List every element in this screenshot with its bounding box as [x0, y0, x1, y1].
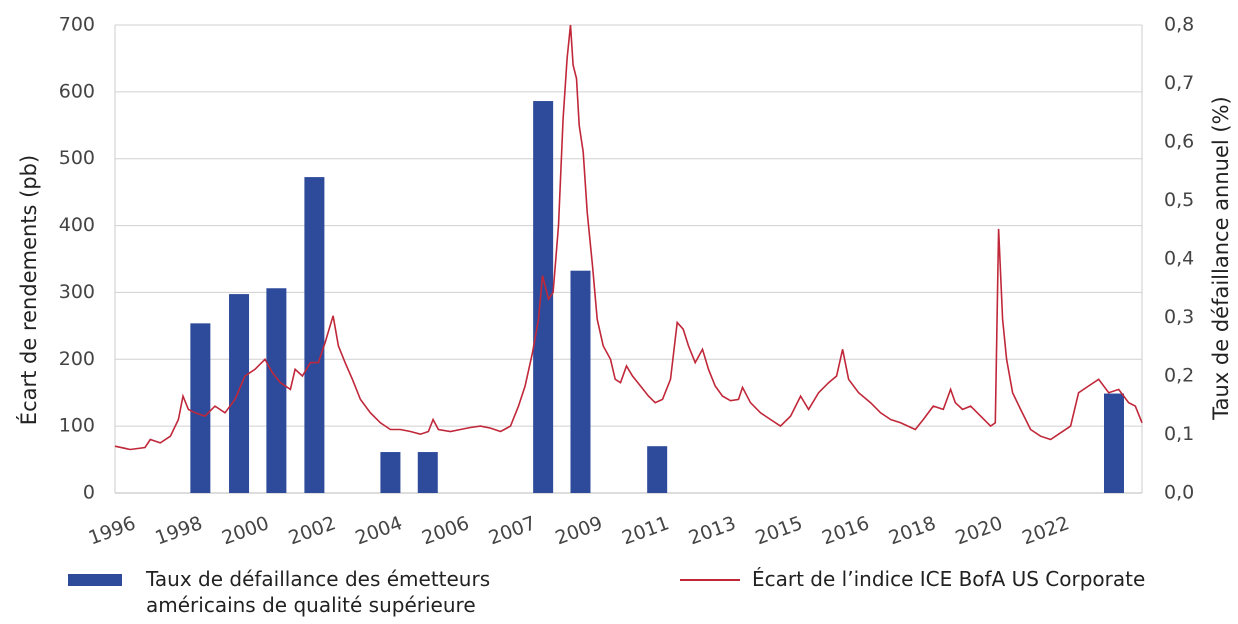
x-tick-label: 2011 [619, 512, 672, 549]
bar [380, 452, 401, 493]
y-tick-label: 700 [59, 14, 95, 36]
bar [570, 270, 591, 493]
x-tick-label: 2015 [753, 512, 806, 549]
y2-tick-label: 0,0 [1164, 482, 1194, 504]
y-axis-title: Écart de rendements (pb) [16, 155, 41, 425]
x-tick-label: 1996 [86, 512, 139, 549]
y-tick-label: 500 [59, 147, 95, 169]
x-tick-label: 2016 [819, 512, 872, 549]
y2-tick-label: 0,2 [1164, 365, 1194, 387]
bar [647, 446, 668, 493]
bar [417, 452, 438, 493]
y2-tick-label: 0,6 [1164, 131, 1194, 153]
y2-tick-label: 0,4 [1164, 248, 1194, 270]
bar [190, 323, 211, 493]
y-tick-label: 200 [59, 348, 95, 370]
bar [533, 101, 554, 494]
x-tick-label: 2020 [953, 512, 1006, 549]
y2-axis-title: Taux de défaillance annuel (%) [1209, 96, 1233, 420]
y2-tick-label: 0,5 [1164, 189, 1194, 211]
line [114, 24, 1143, 451]
legend-label: Écart de l’indice ICE BofA US Corporate [752, 567, 1146, 591]
y-tick-label: 400 [59, 214, 95, 236]
legend-swatch [680, 579, 740, 581]
bar [266, 288, 287, 493]
y-tick-label: 600 [59, 80, 95, 102]
x-tick-label: 2006 [419, 512, 472, 549]
y-tick-label: 300 [59, 281, 95, 303]
y2-tick-label: 0,8 [1164, 14, 1194, 36]
bar [1103, 393, 1124, 493]
x-tick-label: 2009 [552, 512, 605, 549]
legend-swatch [68, 574, 122, 586]
x-tick-label: 2000 [219, 512, 272, 549]
y2-tick-label: 0,1 [1164, 423, 1194, 445]
x-tick-label: 2013 [686, 512, 739, 549]
x-tick-label: 2007 [486, 512, 539, 549]
bar [229, 294, 250, 493]
x-tick-label: 2002 [286, 512, 339, 549]
x-tick-label: 2004 [352, 512, 405, 549]
legend-label: Taux de défaillance des émetteurs améric… [146, 567, 491, 617]
y2-tick-label: 0,3 [1164, 306, 1194, 328]
y2-tick-label: 0,7 [1164, 72, 1194, 94]
bar [304, 177, 325, 493]
x-tick-label: 1998 [152, 512, 205, 549]
x-tick-label: 2022 [1019, 512, 1072, 549]
y-tick-label: 100 [59, 415, 95, 437]
y-tick-label: 0 [83, 482, 95, 504]
x-tick-label: 2018 [886, 512, 939, 549]
